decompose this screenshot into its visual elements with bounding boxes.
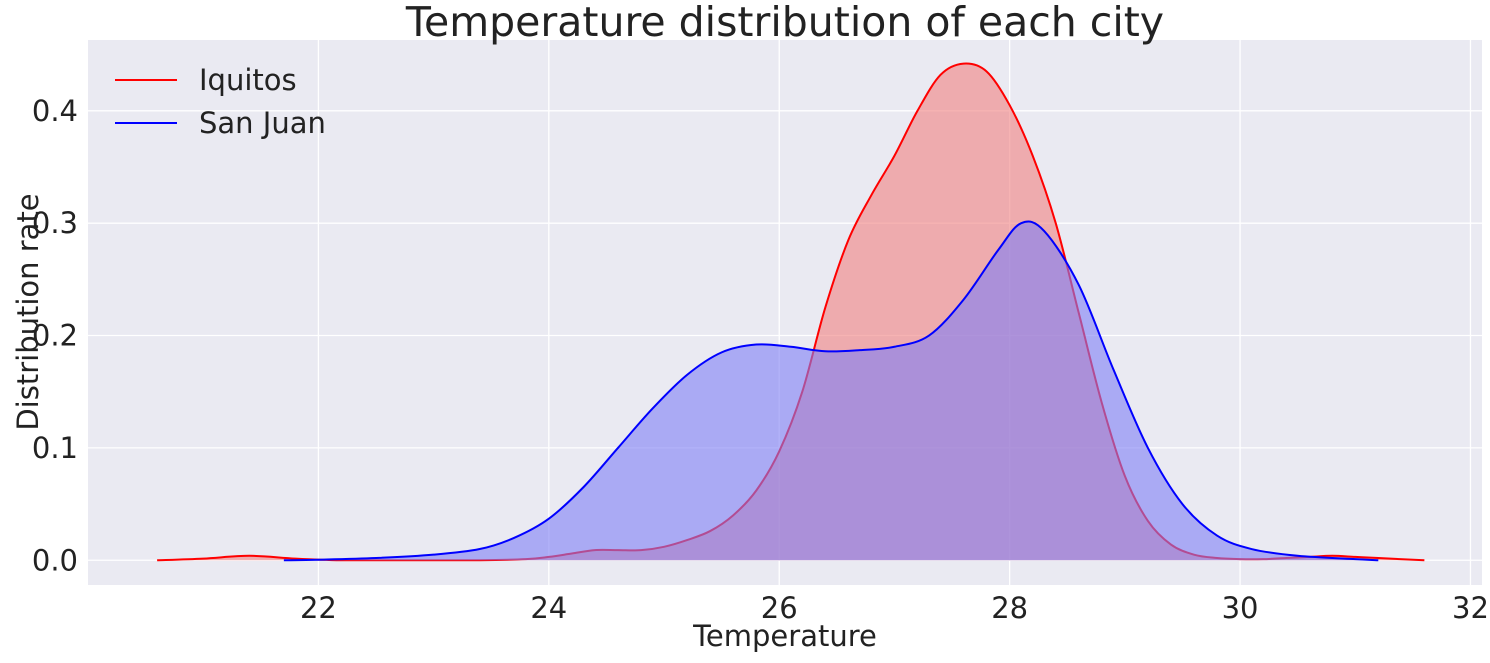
tick-labels: 22 24 26 28 30 32 0.0 0.1 0.2 0.3 0.4 — [32, 94, 1489, 625]
chart-title: Temperature distribution of each city — [405, 0, 1164, 46]
y-tick-label: 0.0 — [32, 543, 78, 577]
y-tick-label: 0.2 — [32, 319, 78, 353]
x-tick-label: 32 — [1452, 591, 1489, 625]
y-tick-label: 0.3 — [32, 206, 78, 240]
legend-label-iquitos: Iquitos — [199, 63, 297, 97]
y-axis-label: Distribution rate — [11, 193, 45, 430]
x-tick-label: 30 — [1222, 591, 1259, 625]
x-tick-label: 24 — [530, 591, 567, 625]
x-axis-label: Temperature — [692, 619, 877, 653]
y-tick-label: 0.4 — [32, 94, 78, 128]
legend-label-san-juan: San Juan — [199, 106, 326, 140]
density-area-san-juan — [283, 221, 1379, 561]
y-tick-label: 0.1 — [32, 431, 78, 465]
legend: Iquitos San Juan — [115, 63, 326, 140]
series-layer — [157, 62, 1425, 562]
density-line-san-juan — [283, 220, 1379, 562]
x-tick-label: 26 — [761, 591, 798, 625]
x-tick-label: 22 — [300, 591, 337, 625]
x-tick-label: 28 — [991, 591, 1028, 625]
